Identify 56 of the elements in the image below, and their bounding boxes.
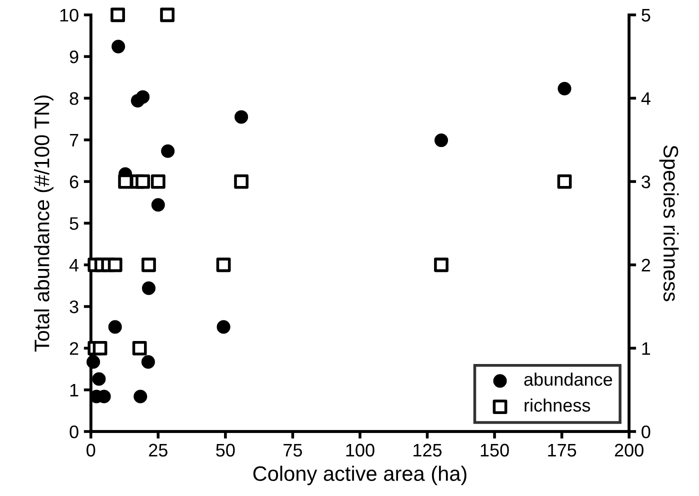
- y-tick-label: 0: [70, 425, 78, 438]
- point: [142, 258, 156, 272]
- y2-tick-label: 3: [642, 175, 650, 188]
- y-axis-title: Total abundance (#/100 TN): [34, 96, 54, 352]
- x-tick-label: 175: [548, 444, 576, 457]
- y-tick-label: 4: [69, 258, 79, 272]
- y2-tick-label: 0: [642, 425, 650, 438]
- x-tick-label: 200: [614, 444, 644, 457]
- point: [434, 258, 448, 272]
- x-axis-title: Colony active area (ha): [253, 466, 466, 486]
- point: [142, 281, 156, 295]
- point: [216, 258, 231, 272]
- point: [110, 8, 125, 22]
- y-tick-label: 1: [70, 384, 78, 396]
- point: [161, 144, 175, 158]
- y-tick-label: 7: [70, 134, 78, 146]
- y2-tick-label: 4: [641, 92, 650, 105]
- legend-label: abundance: [524, 372, 612, 386]
- y2-tick-label: 2: [642, 258, 650, 272]
- point: [234, 174, 249, 189]
- point: [434, 134, 448, 148]
- point: [92, 372, 106, 386]
- point: [112, 40, 126, 54]
- x-tick-label: 50: [216, 444, 235, 457]
- x-tick-label: 150: [480, 444, 509, 457]
- x-tick-label: 25: [149, 444, 168, 457]
- y-tick-label: 5: [70, 217, 78, 230]
- point: [150, 174, 166, 189]
- point: [136, 174, 150, 189]
- point: [558, 82, 572, 96]
- point: [151, 198, 165, 212]
- y-tick-label: 9: [70, 50, 78, 64]
- y-tick-label: 8: [70, 92, 78, 105]
- x-tick-label: 125: [414, 444, 442, 457]
- y-tick-label: 3: [70, 300, 78, 314]
- y-tick-label: 2: [70, 342, 78, 355]
- point: [132, 340, 147, 356]
- x-tick-label: 100: [346, 444, 374, 457]
- point: [108, 320, 122, 334]
- point: [557, 174, 572, 189]
- x-tick-label: 0: [86, 444, 96, 457]
- point: [136, 90, 150, 104]
- legend-label: richness: [524, 398, 590, 412]
- point: [108, 258, 122, 272]
- point: [160, 8, 174, 22]
- y2-tick-label: 1: [642, 342, 650, 355]
- point: [141, 355, 155, 369]
- point: [234, 110, 248, 124]
- y-tick-label: 10: [60, 8, 78, 22]
- y2-axis-title: Species richness: [659, 145, 679, 302]
- y2-tick-label: 5: [642, 9, 650, 22]
- point: [216, 320, 230, 334]
- point: [134, 390, 148, 404]
- y-tick-label: 6: [70, 175, 78, 188]
- x-tick-label: 75: [284, 444, 302, 457]
- point: [92, 340, 108, 356]
